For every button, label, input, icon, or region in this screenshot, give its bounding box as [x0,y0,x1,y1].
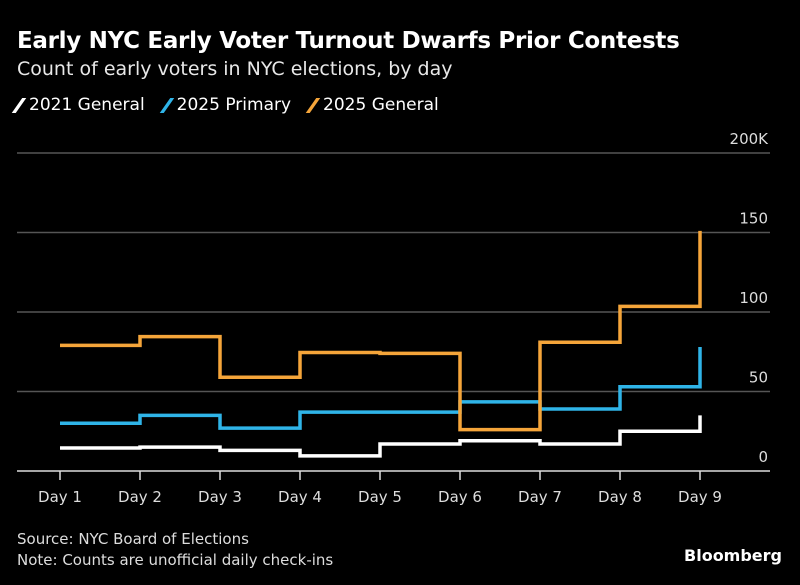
x-tick-label: Day 2 [118,488,162,506]
x-tick-label: Day 9 [678,488,722,506]
legend-label: 2025 Primary [176,95,292,115]
chart-title: Early NYC Early Voter Turnout Dwarfs Pri… [17,28,680,54]
x-tick-label: Day 3 [198,488,242,506]
footnote: Note: Counts are unofficial daily check-… [17,551,334,569]
y-tick-label: 50 [749,369,768,387]
y-tick-label: 150 [739,210,768,228]
x-tick-label: Day 1 [38,488,82,506]
bloomberg-logo: Bloomberg [684,546,782,565]
series-line-2025-primary [60,346,702,430]
source-note: Source: NYC Board of Elections [17,530,249,548]
x-tick-label: Day 7 [518,488,562,506]
legend-label: 2021 General [29,95,145,115]
legend-item-2021-general: 2021 General [11,95,145,115]
series-line-2021-general [60,415,702,458]
x-tick-label: Day 6 [438,488,482,506]
y-tick-label: 200K [730,130,770,148]
series-line-2025-general [60,230,702,432]
x-tick-label: Day 8 [598,488,642,506]
x-tick-label: Day 5 [358,488,402,506]
legend: 2021 General 2025 Primary 2025 General [11,95,439,115]
legend-label: 2025 General [323,95,439,115]
legend-item-2025-general: 2025 General [305,95,439,115]
legend-item-2025-primary: 2025 Primary [159,95,292,115]
y-tick-label: 0 [758,448,768,466]
x-tick-label: Day 4 [278,488,322,506]
y-tick-label: 100 [739,289,768,307]
chart-subtitle: Count of early voters in NYC elections, … [17,58,453,80]
